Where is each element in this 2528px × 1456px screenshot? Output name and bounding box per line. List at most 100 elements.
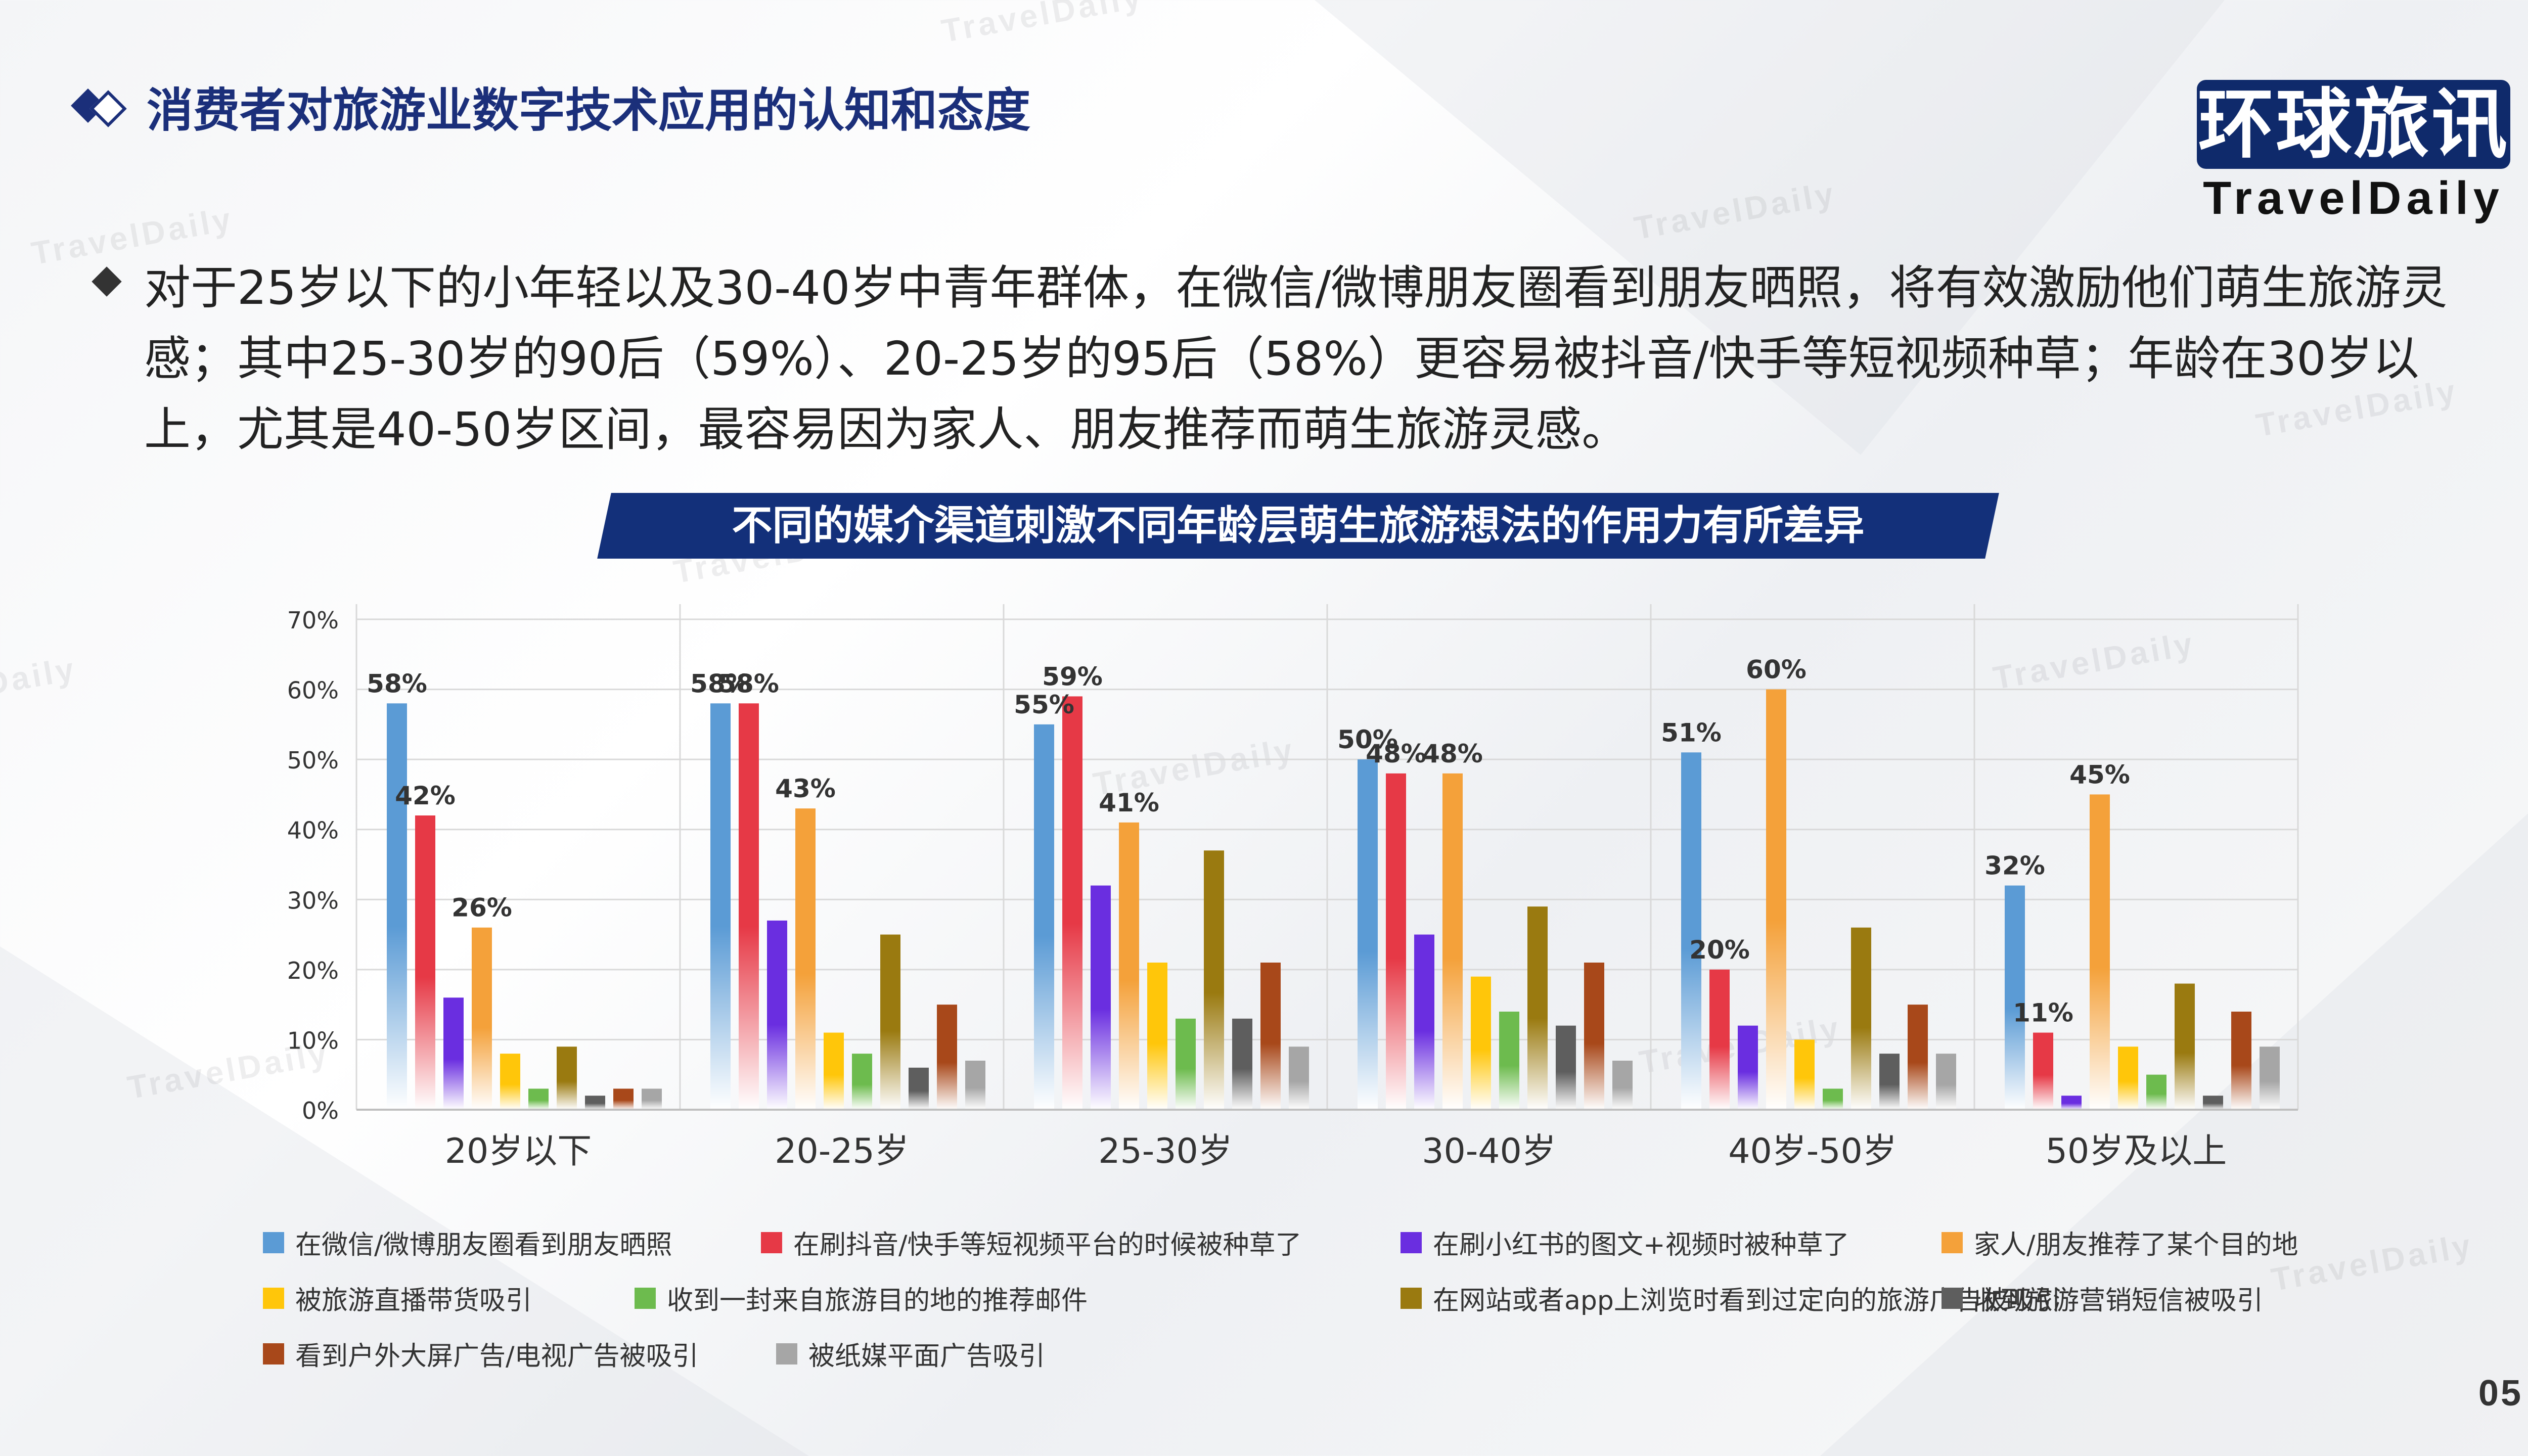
bar <box>557 1046 577 1110</box>
bar <box>1442 773 1463 1110</box>
y-tick-label: 70% <box>287 607 339 634</box>
legend-label: 看到户外大屏广告/电视广告被吸引 <box>295 1341 699 1372</box>
legend-swatch <box>263 1343 284 1364</box>
y-tick-label: 10% <box>287 1027 339 1054</box>
x-tick-label: 20岁以下 <box>445 1131 592 1171</box>
bar <box>2175 983 2195 1110</box>
bar <box>909 1067 929 1110</box>
bar <box>1823 1088 1843 1110</box>
traveldaily-logo: 环球旅讯 TravelDaily <box>2197 80 2510 225</box>
bar <box>767 920 787 1110</box>
legend-item: 在刷抖音/快手等短视频平台的时候被种草了 <box>761 1223 1302 1261</box>
x-tick-label: 30-40岁 <box>1422 1131 1556 1171</box>
bar <box>1879 1054 1900 1110</box>
bar <box>1147 963 1167 1110</box>
data-label: 48% <box>1422 739 1483 768</box>
y-tick-label: 20% <box>287 957 339 984</box>
data-label: 45% <box>2069 760 2130 789</box>
bar <box>1584 963 1604 1110</box>
legend-swatch <box>263 1232 284 1253</box>
bar <box>1119 822 1139 1110</box>
bar <box>1681 752 1701 1110</box>
bar <box>1738 1025 1758 1110</box>
bar <box>472 927 492 1110</box>
bar <box>1386 773 1406 1110</box>
y-tick-label: 40% <box>287 817 339 844</box>
legend-label: 家人/朋友推荐了某个目的地 <box>1974 1230 2298 1260</box>
legend-item: 被旅游直播带货吸引 <box>263 1279 532 1317</box>
legend-item: 收到一封来自旅游目的地的推荐邮件 <box>635 1279 1088 1317</box>
bar <box>2203 1096 2223 1110</box>
summary-text: 对于25岁以下的小年轻以及30-40岁中青年群体，在微信/微博朋友圈看到朋友晒照… <box>144 261 2448 457</box>
data-label: 60% <box>1746 655 1807 685</box>
legend-label: 收到一封来自旅游目的地的推荐邮件 <box>667 1286 1088 1316</box>
bar <box>739 703 759 1110</box>
bar <box>2005 885 2025 1110</box>
chart-title: 不同的媒介渠道刺激不同年龄层萌生旅游想法的作用力有所差异 <box>732 502 1865 549</box>
bar <box>1289 1046 1309 1110</box>
bar <box>1612 1061 1633 1110</box>
bar <box>613 1088 634 1110</box>
bar <box>937 1005 957 1110</box>
bar <box>2118 1046 2138 1110</box>
data-label: 42% <box>395 781 456 810</box>
bar <box>1091 885 1111 1110</box>
legend-label: 在刷抖音/快手等短视频平台的时候被种草了 <box>793 1230 1302 1260</box>
y-tick-label: 50% <box>287 747 339 774</box>
header: 消费者对旅游业数字技术应用的认知和态度 <box>71 76 1030 138</box>
bar <box>2260 1046 2280 1110</box>
bar <box>1204 850 1224 1110</box>
data-label: 50% <box>1337 725 1398 754</box>
page-title: 消费者对旅游业数字技术应用的认知和态度 <box>147 83 1031 138</box>
bar <box>1709 969 1730 1110</box>
data-label: 11% <box>2013 998 2073 1028</box>
legend-item: 被纸媒平面广告吸引 <box>776 1335 1045 1373</box>
bar <box>1527 906 1548 1110</box>
bar <box>1176 1018 1196 1110</box>
legend-swatch <box>776 1343 797 1364</box>
legend-item: 看到户外大屏广告/电视广告被吸引 <box>263 1335 699 1373</box>
bar <box>1232 1018 1252 1110</box>
legend-label: 收到旅游营销短信被吸引 <box>1974 1286 2264 1316</box>
bar <box>642 1088 662 1110</box>
logo-cn: 环球旅讯 <box>2197 80 2510 169</box>
data-labels: 58%42%26%58%58%43%55%59%41%50%48%48%51%2… <box>367 655 2130 1028</box>
bar <box>1358 759 1378 1110</box>
bar <box>1260 963 1281 1110</box>
data-label: 41% <box>1099 788 1159 817</box>
legend-label: 在微信/微博朋友圈看到朋友晒照 <box>295 1230 672 1260</box>
bar <box>443 997 464 1110</box>
data-label: 58% <box>690 669 751 698</box>
legend-swatch <box>761 1232 782 1253</box>
bar <box>1766 689 1786 1110</box>
bar <box>528 1088 549 1110</box>
logo-en: TravelDaily <box>2203 172 2504 224</box>
axes: 0% 10% 20% 30% 40% 50% 60% 70% 20岁以下 20-25岁 25-30岁… <box>287 607 2298 1171</box>
legend-item: 在刷小红书的图文+视频时被种草了 <box>1401 1223 1849 1261</box>
bar <box>2033 1032 2053 1110</box>
legend-swatch <box>1401 1232 1422 1253</box>
legend-swatch <box>263 1287 284 1309</box>
x-tick-label: 25-30岁 <box>1098 1131 1233 1171</box>
bar <box>1851 927 1871 1110</box>
bar <box>2090 794 2110 1110</box>
x-tick-label: 20-25岁 <box>775 1131 909 1171</box>
bar <box>2146 1074 2166 1110</box>
legend-swatch <box>1942 1232 1963 1253</box>
legend-item: 家人/朋友推荐了某个目的地 <box>1942 1223 2298 1261</box>
bar <box>880 934 900 1110</box>
bar <box>1062 696 1082 1110</box>
data-label: 48% <box>1366 739 1426 768</box>
bars <box>387 689 2280 1110</box>
bar <box>415 815 435 1110</box>
data-label: 55% <box>1014 690 1074 719</box>
data-label: 58% <box>718 669 779 698</box>
legend-label: 被旅游直播带货吸引 <box>295 1286 532 1316</box>
bar <box>1499 1012 1519 1110</box>
legend-item: 收到旅游营销短信被吸引 <box>1942 1279 2263 1317</box>
legend-swatch <box>1942 1287 1963 1309</box>
y-tick-label: 60% <box>287 677 339 704</box>
bar <box>585 1096 605 1110</box>
bar <box>710 703 731 1110</box>
